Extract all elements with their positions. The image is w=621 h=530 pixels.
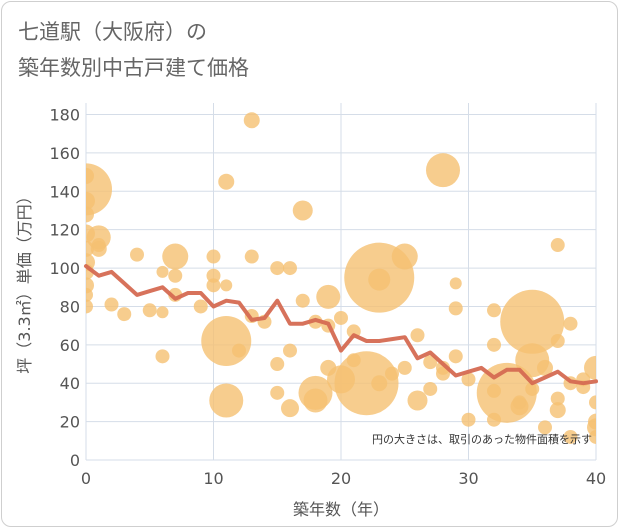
data-bubble [563, 429, 578, 444]
data-bubble [589, 395, 596, 410]
data-bubble [142, 303, 157, 318]
data-bubble [391, 243, 418, 270]
data-bubble [206, 249, 221, 264]
data-bubble [449, 277, 462, 290]
x-axis-label: 築年数（年） [293, 500, 389, 519]
data-bubble [218, 173, 235, 190]
data-bubble [334, 310, 348, 325]
data-bubble [334, 351, 399, 416]
data-bubble [537, 359, 553, 376]
data-bubble [426, 153, 460, 188]
y-tick-label: 160 [49, 144, 80, 163]
data-bubble [549, 402, 566, 419]
data-bubble [283, 261, 297, 276]
data-bubble [410, 328, 425, 343]
data-bubble [168, 268, 183, 283]
data-bubble [243, 112, 260, 129]
data-bubble [91, 238, 106, 253]
data-bubble [86, 287, 93, 302]
data-bubble [270, 385, 285, 400]
y-axis-label: 坪（3.3㎡）単価（万円） [15, 188, 34, 373]
data-bubble [206, 278, 221, 293]
data-bubble [448, 349, 463, 364]
data-bubble [461, 412, 476, 427]
data-bubble [538, 420, 552, 435]
data-bubble [487, 303, 501, 318]
data-bubble [281, 399, 299, 418]
y-tick-label: 0 [70, 451, 80, 470]
data-bubble [86, 206, 94, 223]
x-tick-label: 30 [458, 469, 478, 488]
x-tick-label: 20 [331, 469, 351, 488]
y-tick-label: 120 [49, 221, 80, 240]
y-tick-label: 20 [60, 413, 80, 432]
data-bubble [550, 238, 565, 253]
x-tick-label: 40 [586, 469, 606, 488]
data-bubble [423, 355, 438, 370]
data-bubble [448, 301, 463, 316]
y-tick-label: 60 [60, 336, 80, 355]
bubble-series [86, 112, 596, 444]
data-bubble [86, 167, 94, 184]
axis-ticks: 0 20 40 60 80 100 120 140 160 180 0 10 20 30 40 [49, 106, 606, 488]
data-bubble [130, 247, 144, 262]
data-bubble [584, 355, 596, 380]
data-bubble [206, 268, 221, 283]
data-bubble [487, 337, 501, 352]
data-bubble [407, 390, 428, 411]
data-bubble [423, 381, 438, 396]
data-bubble [162, 243, 189, 270]
data-bubble [117, 307, 132, 322]
data-bubble [156, 306, 169, 319]
data-bubble [500, 289, 565, 354]
data-bubble [104, 297, 119, 312]
data-bubble [155, 349, 170, 364]
data-bubble [371, 375, 388, 392]
y-tick-label: 100 [49, 259, 80, 278]
bubble-size-note: 円の大きさは、取引のあった物件面積を示す [372, 432, 592, 446]
x-tick-label: 0 [81, 469, 91, 488]
data-bubble [563, 316, 578, 331]
data-bubble [589, 429, 596, 444]
data-bubble [270, 357, 285, 372]
data-bubble [436, 366, 450, 381]
chart-title-line-1: 七道駅（大阪府）の [18, 20, 207, 44]
data-bubble [303, 388, 328, 413]
data-bubble [292, 200, 313, 221]
data-bubble [461, 372, 476, 387]
data-bubble [201, 316, 252, 366]
x-tick-label: 10 [203, 469, 223, 488]
trend-series [84, 264, 598, 386]
data-bubble [156, 265, 169, 278]
y-tick-label: 180 [49, 106, 80, 125]
data-bubble [368, 268, 391, 291]
chart-title-line-2: 築年数別中古戸建て価格 [18, 56, 249, 80]
y-tick-label: 140 [49, 182, 80, 201]
y-tick-label: 40 [60, 374, 80, 393]
data-bubble [244, 249, 259, 264]
data-bubble [397, 360, 412, 375]
data-bubble [512, 395, 527, 410]
data-bubble [316, 284, 341, 309]
data-bubble [86, 299, 93, 314]
y-tick-label: 80 [60, 297, 80, 316]
data-bubble [385, 366, 399, 381]
chart-title: 七道駅（大阪府）の 築年数別中古戸建て価格 [18, 14, 249, 86]
data-bubble [270, 261, 285, 276]
data-bubble [232, 343, 246, 358]
average-trend-line [84, 264, 598, 386]
data-bubble [550, 391, 565, 406]
data-bubble [525, 381, 540, 396]
data-bubble [86, 191, 95, 210]
data-bubble [550, 334, 565, 348]
data-bubble [193, 299, 208, 314]
data-bubble [220, 279, 233, 292]
data-bubble [295, 293, 310, 308]
data-bubble [209, 383, 244, 418]
data-bubble [283, 343, 297, 358]
